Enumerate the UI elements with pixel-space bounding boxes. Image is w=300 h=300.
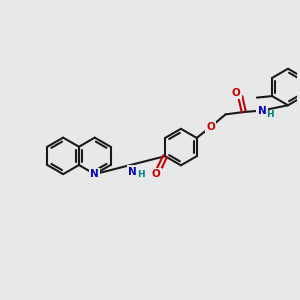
Text: N: N bbox=[258, 106, 266, 116]
Text: O: O bbox=[152, 169, 161, 179]
Text: H: H bbox=[266, 110, 274, 119]
Text: H: H bbox=[137, 170, 145, 179]
Text: O: O bbox=[232, 88, 241, 98]
Text: O: O bbox=[206, 122, 215, 132]
Text: N: N bbox=[128, 167, 137, 177]
Text: N: N bbox=[90, 169, 99, 179]
